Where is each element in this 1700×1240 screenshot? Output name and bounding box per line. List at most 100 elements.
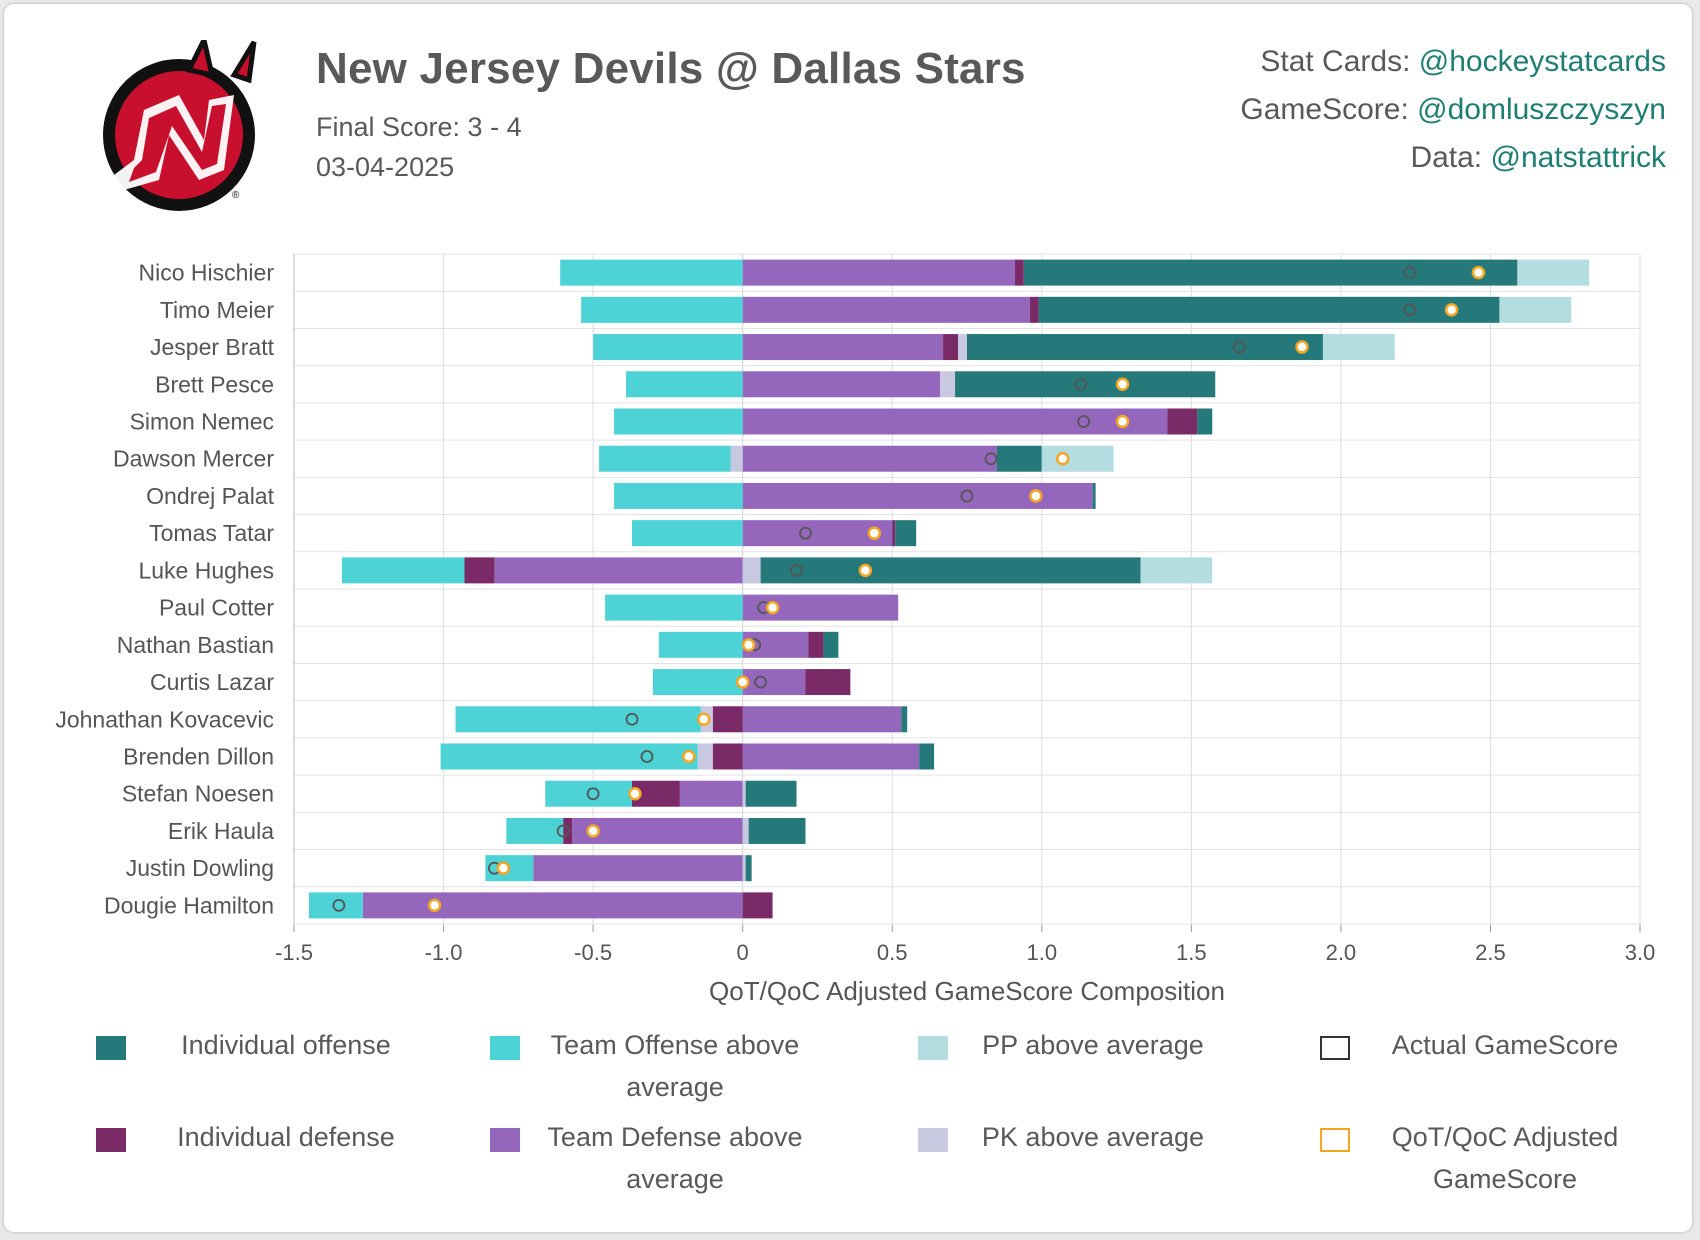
player-label: Erik Haula bbox=[168, 818, 274, 844]
bar-individual-offense bbox=[760, 557, 1141, 584]
actual-gamescore-marker bbox=[640, 750, 654, 763]
bar-team-defense bbox=[494, 557, 743, 584]
adjusted-gamescore-marker bbox=[496, 861, 511, 875]
legend-swatch-adjusted bbox=[1320, 1128, 1350, 1152]
bar-pp bbox=[1140, 557, 1213, 584]
legend-swatch-individual-offense bbox=[96, 1036, 126, 1060]
bar-individual-defense bbox=[1167, 408, 1198, 435]
bar-team-defense bbox=[742, 259, 1015, 286]
adjusted-gamescore-marker bbox=[628, 786, 642, 801]
x-tick-label: -1.5 bbox=[275, 940, 313, 965]
x-tick-label: 2.5 bbox=[1475, 940, 1506, 965]
gamescore-link[interactable]: @domluszczyszyn bbox=[1417, 93, 1666, 126]
bar-pk bbox=[742, 557, 761, 584]
new-jersey-devils-logo: ® bbox=[94, 40, 257, 215]
bar-individual-defense bbox=[1014, 259, 1024, 286]
player-label: Tomas Tatar bbox=[149, 520, 274, 546]
actual-gamescore-marker bbox=[1074, 377, 1088, 391]
legend-label-individual-defense: Individual defense bbox=[177, 1122, 395, 1152]
data-link[interactable]: @natstattrick bbox=[1490, 141, 1666, 174]
bar-pk bbox=[742, 817, 749, 844]
actual-gamescore-marker bbox=[1403, 303, 1417, 317]
legend-label-individual-offense: Individual offense bbox=[181, 1030, 391, 1060]
legend-swatch-team-defense bbox=[490, 1128, 520, 1152]
bar-individual-offense bbox=[745, 780, 797, 807]
bar-team-defense bbox=[533, 855, 743, 882]
bar-team-offense bbox=[581, 296, 743, 323]
player-label: Stefan Noesen bbox=[122, 781, 274, 807]
bar-team-offense bbox=[599, 445, 731, 472]
actual-gamescore-marker bbox=[984, 452, 998, 466]
adjusted-gamescore-marker bbox=[1115, 414, 1130, 429]
bar-individual-offense bbox=[1197, 408, 1213, 435]
bar-individual-offense bbox=[823, 631, 839, 658]
player-label: Timo Meier bbox=[160, 297, 274, 323]
legend-label-pp: PP above average bbox=[982, 1030, 1204, 1060]
bar-team-offense bbox=[560, 259, 743, 286]
bar-team-offense bbox=[605, 594, 743, 621]
bar-pp bbox=[1322, 334, 1395, 361]
player-label: Dougie Hamilton bbox=[104, 892, 274, 918]
adjusted-gamescore-marker bbox=[1029, 489, 1043, 503]
legend-label-pk: PK above average bbox=[981, 1122, 1205, 1152]
bar-pk bbox=[958, 334, 967, 361]
bar-team-defense bbox=[362, 892, 743, 919]
player-label: Jesper Bratt bbox=[150, 334, 275, 360]
actual-gamescore-marker bbox=[556, 824, 570, 838]
bar-pk bbox=[940, 371, 956, 398]
actual-gamescore-marker bbox=[799, 526, 812, 540]
bar-pp bbox=[1041, 445, 1114, 472]
player-label: Simon Nemec bbox=[130, 409, 274, 435]
legend-swatch-actual bbox=[1320, 1036, 1350, 1060]
stat-cards-link[interactable]: @hockeystatcards bbox=[1418, 45, 1666, 78]
bar-team-defense bbox=[742, 296, 1030, 323]
credits: Stat Cards: @hockeystatcards GameScore: … bbox=[1240, 38, 1666, 182]
adjusted-gamescore-marker bbox=[735, 675, 750, 689]
adjusted-gamescore-marker bbox=[682, 749, 696, 764]
legend-label-actual: Actual GameScore bbox=[1391, 1030, 1619, 1060]
bar-individual-offense bbox=[901, 706, 908, 733]
adjusted-gamescore-marker bbox=[765, 600, 780, 615]
actual-gamescore-marker bbox=[1403, 266, 1417, 280]
bar-pk bbox=[730, 445, 743, 472]
bar-team-offense bbox=[658, 631, 743, 658]
actual-gamescore-marker bbox=[960, 489, 974, 503]
adjusted-gamescore-marker bbox=[586, 824, 600, 838]
player-label: Nico Hischier bbox=[139, 260, 275, 286]
adjusted-gamescore-marker bbox=[1055, 451, 1070, 466]
bar-team-offense bbox=[506, 817, 564, 844]
legend-swatch-pk bbox=[918, 1128, 948, 1152]
bar-pp bbox=[1517, 259, 1590, 286]
x-tick-label: 1.0 bbox=[1026, 940, 1057, 965]
bar-individual-defense bbox=[464, 557, 495, 584]
bar-individual-offense bbox=[1092, 482, 1096, 509]
player-label: Luke Hughes bbox=[138, 557, 274, 583]
bar-individual-offense bbox=[919, 743, 935, 770]
player-label: Ondrej Palat bbox=[146, 483, 274, 509]
legend-label-team-offense: Team Offense above average bbox=[550, 1030, 800, 1102]
credit-stat-cards: Stat Cards: @hockeystatcards bbox=[1260, 45, 1666, 78]
bar-individual-offense bbox=[996, 445, 1042, 472]
adjusted-gamescore-marker bbox=[1444, 303, 1459, 317]
x-tick-label: 0.5 bbox=[877, 940, 908, 965]
player-label: Justin Dowling bbox=[126, 855, 274, 881]
bar-team-offense bbox=[593, 334, 743, 361]
bar-team-offense bbox=[614, 408, 743, 435]
x-tick-label: 2.0 bbox=[1326, 940, 1357, 965]
player-label: Brenden Dillon bbox=[123, 744, 274, 770]
bar-individual-defense bbox=[563, 817, 573, 844]
adjusted-gamescore-marker bbox=[858, 563, 873, 578]
bar-team-offense bbox=[652, 669, 743, 696]
player-label: Dawson Mercer bbox=[113, 446, 274, 472]
bar-team-defense bbox=[742, 334, 944, 361]
bar-team-defense bbox=[742, 743, 920, 770]
bar-team-defense bbox=[679, 780, 743, 807]
bar-team-offense bbox=[308, 892, 363, 919]
bar-team-offense bbox=[631, 520, 743, 547]
bar-team-offense bbox=[545, 780, 632, 807]
bar-individual-defense bbox=[712, 706, 743, 733]
adjusted-gamescore-marker bbox=[427, 898, 442, 913]
bar-team-defense bbox=[742, 371, 941, 398]
credit-data: Data: @natstattrick bbox=[1410, 141, 1666, 174]
